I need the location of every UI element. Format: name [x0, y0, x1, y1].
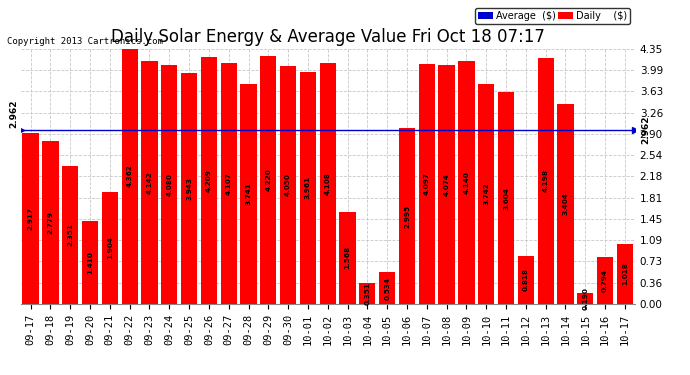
Text: 2.351: 2.351: [67, 224, 73, 246]
Bar: [23, 133, 39, 304]
Text: 4.050: 4.050: [285, 174, 291, 196]
Bar: [458, 61, 475, 304]
Text: 2.995: 2.995: [404, 204, 410, 228]
Text: 4.142: 4.142: [146, 171, 152, 194]
Text: 3.961: 3.961: [305, 176, 311, 199]
Bar: [399, 128, 415, 304]
Bar: [577, 292, 593, 304]
Bar: [518, 256, 534, 304]
Text: 3.943: 3.943: [186, 177, 192, 200]
Text: 0.534: 0.534: [384, 277, 390, 300]
Text: 4.074: 4.074: [444, 173, 450, 196]
Text: 3.742: 3.742: [483, 183, 489, 206]
Bar: [101, 192, 118, 304]
Text: 1.568: 1.568: [344, 246, 351, 269]
Text: 0.818: 0.818: [523, 268, 529, 291]
Bar: [597, 257, 613, 304]
Text: 4.080: 4.080: [166, 173, 172, 196]
Bar: [42, 141, 59, 304]
Text: 3.404: 3.404: [562, 193, 569, 215]
Text: 0.794: 0.794: [602, 269, 608, 292]
Bar: [260, 56, 277, 304]
Bar: [181, 73, 197, 304]
Text: 4.107: 4.107: [226, 172, 232, 195]
Text: 4.220: 4.220: [266, 169, 271, 191]
Text: 2.962: 2.962: [641, 116, 650, 144]
Text: 4.097: 4.097: [424, 172, 430, 195]
Bar: [141, 61, 157, 304]
Bar: [538, 58, 554, 304]
Text: 4.198: 4.198: [542, 169, 549, 192]
Bar: [319, 63, 336, 304]
Bar: [478, 84, 494, 304]
Text: 2.962: 2.962: [9, 100, 18, 128]
Text: 1.904: 1.904: [107, 237, 113, 260]
Bar: [161, 64, 177, 304]
Bar: [558, 104, 573, 304]
Text: 2.779: 2.779: [48, 211, 53, 234]
Bar: [339, 212, 355, 304]
Legend: Average  ($), Daily    ($): Average ($), Daily ($): [475, 8, 630, 24]
Bar: [62, 166, 79, 304]
Text: 0.351: 0.351: [364, 282, 371, 305]
Text: 3.741: 3.741: [246, 183, 252, 206]
Text: 4.209: 4.209: [206, 169, 212, 192]
Text: Copyright 2013 Cartronics.com: Copyright 2013 Cartronics.com: [7, 38, 163, 46]
Bar: [121, 48, 138, 304]
Bar: [438, 65, 455, 304]
Bar: [82, 221, 98, 304]
Text: 3.604: 3.604: [503, 187, 509, 210]
Bar: [359, 283, 375, 304]
Text: 0.190: 0.190: [582, 287, 589, 310]
Text: 4.108: 4.108: [325, 172, 331, 195]
Bar: [498, 93, 514, 304]
Title: Daily Solar Energy & Average Value Fri Oct 18 07:17: Daily Solar Energy & Average Value Fri O…: [111, 28, 544, 46]
Bar: [617, 244, 633, 304]
Bar: [300, 72, 316, 304]
Text: 1.410: 1.410: [87, 251, 93, 274]
Bar: [221, 63, 237, 304]
Bar: [201, 57, 217, 304]
Bar: [419, 64, 435, 304]
Bar: [240, 84, 257, 304]
Text: 2.917: 2.917: [28, 207, 34, 230]
Text: 4.140: 4.140: [464, 171, 469, 194]
Bar: [280, 66, 296, 304]
Text: 4.362: 4.362: [127, 165, 132, 188]
Text: 1.018: 1.018: [622, 262, 628, 285]
Bar: [379, 273, 395, 304]
